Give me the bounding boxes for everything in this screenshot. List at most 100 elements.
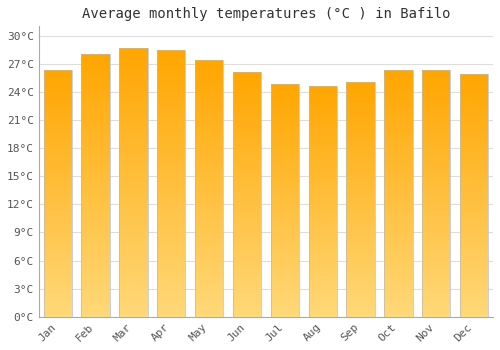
Bar xyxy=(82,94,110,95)
Bar xyxy=(346,263,375,264)
Bar xyxy=(460,184,488,186)
Bar xyxy=(346,287,375,289)
Bar xyxy=(270,137,299,138)
Bar xyxy=(195,287,224,288)
Bar xyxy=(119,172,148,173)
Bar xyxy=(460,141,488,142)
Bar xyxy=(346,291,375,292)
Bar xyxy=(384,257,412,258)
Bar xyxy=(422,297,450,298)
Bar xyxy=(422,170,450,172)
Bar xyxy=(308,273,337,274)
Bar xyxy=(460,85,488,86)
Bar xyxy=(270,99,299,101)
Bar xyxy=(195,159,224,160)
Bar xyxy=(384,95,412,96)
Bar xyxy=(346,179,375,180)
Bar xyxy=(44,102,72,104)
Bar xyxy=(460,116,488,117)
Bar xyxy=(308,138,337,139)
Bar xyxy=(44,77,72,78)
Bar xyxy=(270,88,299,89)
Bar xyxy=(384,261,412,262)
Bar xyxy=(270,133,299,134)
Bar xyxy=(195,88,224,90)
Bar xyxy=(308,257,337,258)
Bar xyxy=(270,301,299,302)
Bar xyxy=(384,75,412,77)
Bar xyxy=(384,198,412,200)
Bar xyxy=(270,195,299,196)
Bar xyxy=(233,224,261,225)
Bar xyxy=(308,249,337,250)
Bar xyxy=(195,192,224,194)
Bar xyxy=(270,247,299,248)
Bar xyxy=(346,238,375,239)
Bar xyxy=(270,183,299,184)
Bar xyxy=(195,150,224,151)
Bar xyxy=(308,191,337,192)
Bar xyxy=(195,161,224,163)
Bar xyxy=(346,294,375,296)
Bar xyxy=(422,97,450,99)
Bar xyxy=(195,118,224,119)
Bar xyxy=(422,174,450,175)
Bar xyxy=(270,155,299,156)
Bar xyxy=(119,72,148,74)
Bar xyxy=(270,119,299,120)
Bar xyxy=(157,147,186,148)
Bar xyxy=(346,137,375,138)
Bar xyxy=(82,187,110,188)
Bar xyxy=(270,231,299,232)
Bar xyxy=(233,294,261,295)
Bar xyxy=(422,123,450,125)
Bar xyxy=(384,265,412,266)
Bar xyxy=(119,185,148,186)
Bar xyxy=(346,281,375,283)
Bar xyxy=(460,134,488,135)
Bar xyxy=(119,60,148,61)
Bar xyxy=(44,275,72,276)
Bar xyxy=(346,166,375,167)
Bar xyxy=(157,306,186,307)
Bar xyxy=(270,172,299,173)
Bar xyxy=(157,184,186,186)
Bar xyxy=(119,205,148,206)
Bar xyxy=(195,210,224,211)
Bar xyxy=(195,169,224,170)
Bar xyxy=(157,114,186,115)
Bar xyxy=(233,269,261,270)
Bar xyxy=(270,167,299,168)
Bar xyxy=(384,150,412,152)
Bar xyxy=(233,195,261,196)
Bar xyxy=(195,93,224,95)
Bar xyxy=(157,234,186,235)
Bar xyxy=(346,306,375,307)
Bar xyxy=(308,308,337,309)
Bar xyxy=(119,189,148,190)
Bar xyxy=(157,220,186,222)
Bar xyxy=(308,101,337,103)
Bar xyxy=(119,49,148,50)
Bar xyxy=(346,89,375,90)
Bar xyxy=(422,292,450,293)
Bar xyxy=(195,249,224,250)
Bar xyxy=(82,70,110,71)
Bar xyxy=(270,162,299,163)
Bar xyxy=(82,157,110,158)
Bar xyxy=(460,142,488,143)
Bar xyxy=(270,203,299,204)
Bar xyxy=(119,160,148,161)
Bar xyxy=(460,173,488,174)
Bar xyxy=(157,140,186,142)
Bar xyxy=(308,151,337,152)
Bar xyxy=(384,276,412,277)
Bar xyxy=(233,259,261,260)
Bar xyxy=(308,293,337,294)
Bar xyxy=(460,127,488,129)
Bar xyxy=(195,113,224,114)
Bar xyxy=(157,62,186,63)
Bar xyxy=(195,251,224,253)
Bar xyxy=(422,206,450,207)
Bar xyxy=(119,52,148,53)
